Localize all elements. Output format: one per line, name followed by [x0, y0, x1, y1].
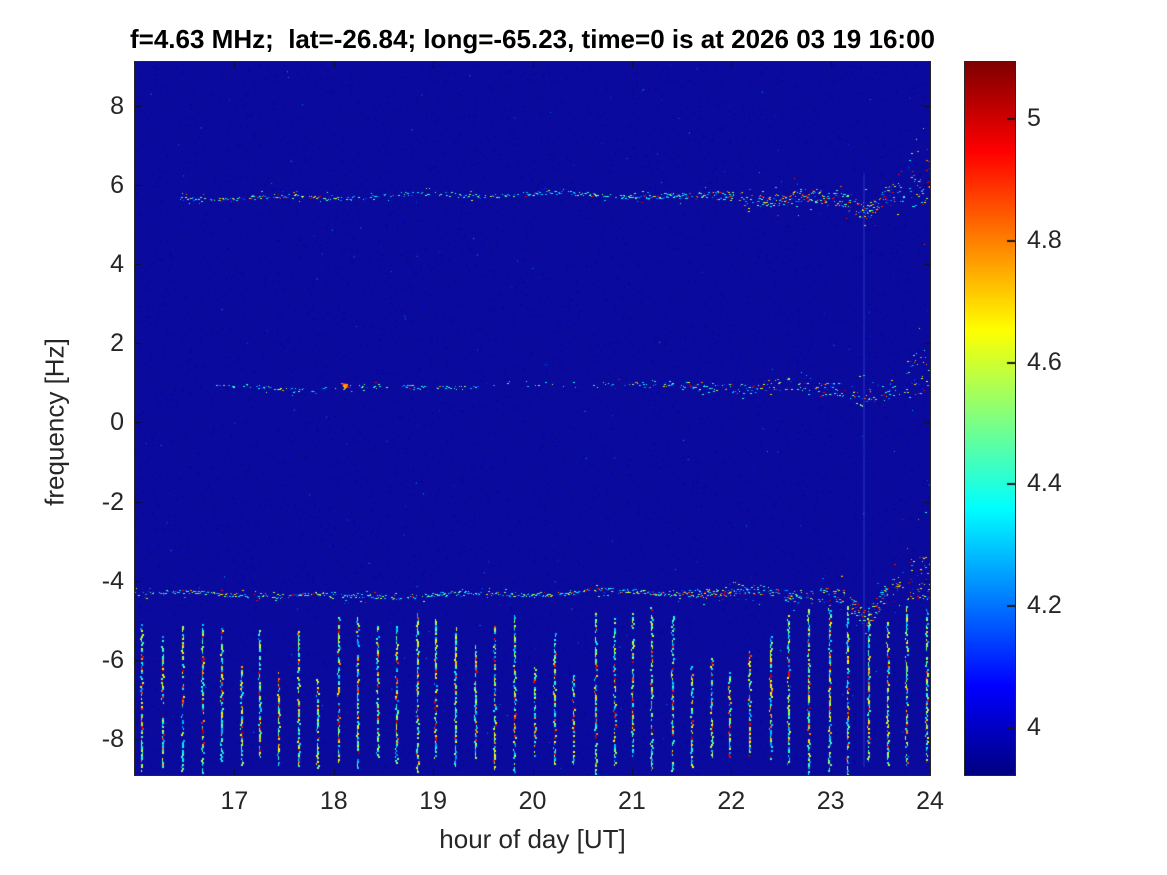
x-tick-label: 23: [816, 787, 845, 815]
x-tick-label: 18: [319, 787, 348, 815]
colorbar-tick-label: 4.6: [1027, 347, 1062, 376]
x-tick-label: 21: [617, 787, 646, 815]
x-tick-label: 17: [220, 787, 249, 815]
y-tick-label: -8: [101, 725, 124, 754]
y-tick-label: 8: [110, 91, 124, 120]
y-tick-label: 6: [110, 170, 124, 199]
x-tick-label: 22: [717, 787, 746, 815]
y-tick-label: -6: [101, 646, 124, 675]
chart-title: f=4.63 MHz; lat=-26.84; long=-65.23, tim…: [130, 24, 935, 54]
x-axis-label: hour of day [UT]: [439, 824, 626, 854]
spectrogram-canvas: [134, 61, 931, 776]
colorbar: [964, 61, 1016, 776]
colorbar-tick-label: 4.2: [1027, 591, 1062, 620]
colorbar-tick-label: 4: [1027, 712, 1041, 741]
y-tick-label: 0: [110, 408, 124, 437]
colorbar-tick-label: 5: [1027, 104, 1041, 133]
colorbar-tick-label: 4.8: [1027, 225, 1062, 254]
x-tick-label: 20: [518, 787, 547, 815]
x-tick-label: 19: [419, 787, 448, 815]
x-tick-label: 24: [916, 787, 944, 815]
y-tick-label: -4: [101, 566, 124, 595]
colorbar-tick-label: 4.4: [1027, 469, 1062, 498]
y-tick-label: -2: [101, 487, 124, 516]
y-tick-label: 2: [110, 329, 124, 358]
y-tick-label: 4: [110, 250, 124, 279]
